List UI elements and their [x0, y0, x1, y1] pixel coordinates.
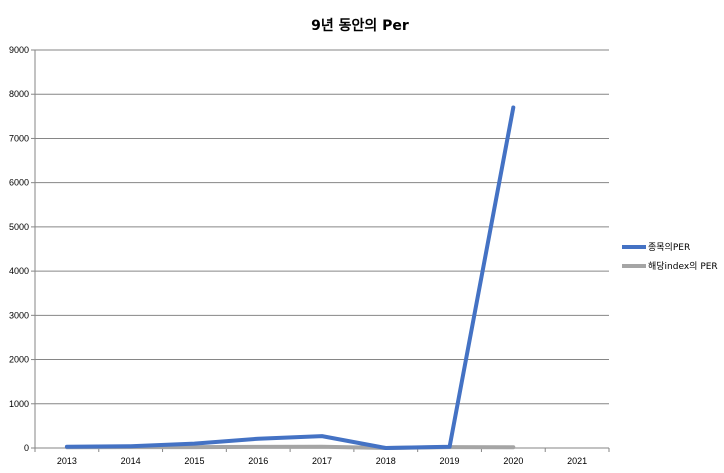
legend-label: 해당index의 PER	[648, 261, 718, 272]
axes: 0 1000 2000 3000 4000 5000 6000 7000 8000 9000 201…	[9, 45, 610, 466]
x-tick-label: 2021	[567, 456, 587, 466]
y-tick-label: 7000	[9, 133, 29, 143]
x-tick-label: 2019	[440, 456, 460, 466]
gridlines	[35, 49, 609, 405]
x-tick-label: 2016	[248, 456, 268, 466]
y-tick-label: 3000	[9, 310, 29, 320]
series-line-0	[64, 105, 516, 450]
y-tick-label: 8000	[9, 89, 29, 99]
x-tick-label: 2018	[376, 456, 396, 466]
legend: 종목의PER 해당index의 PER	[622, 242, 718, 272]
series-lines	[64, 105, 516, 450]
y-tick-label: 6000	[9, 178, 29, 188]
y-tick-label: 1000	[9, 399, 29, 409]
x-tick-label: 2015	[184, 456, 204, 466]
x-tick-label: 2014	[121, 456, 141, 466]
chart-title: 9년 동안의 Per	[311, 17, 409, 34]
y-tick-label: 2000	[9, 355, 29, 365]
y-tick-label: 4000	[9, 266, 29, 276]
legend-label: 종목의PER	[648, 242, 690, 253]
y-tick-label: 9000	[9, 45, 29, 55]
x-tick-label: 2013	[57, 456, 77, 466]
x-tick-label: 2017	[312, 456, 332, 466]
x-tick-label: 2020	[503, 456, 523, 466]
y-tick-label: 5000	[9, 222, 29, 232]
y-tick-label: 0	[24, 443, 29, 453]
